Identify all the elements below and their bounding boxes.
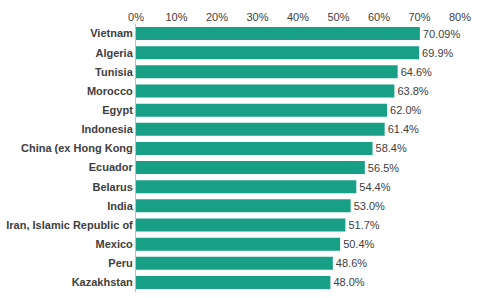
svg-text:63.8%: 63.8% [397,85,428,97]
svg-text:Tunisia: Tunisia [95,66,134,78]
svg-text:Vietnam: Vietnam [90,27,133,39]
svg-text:Belarus: Belarus [92,181,132,193]
svg-text:64.6%: 64.6% [401,66,432,78]
svg-text:Mexico: Mexico [96,238,134,250]
svg-text:80%: 80% [449,11,471,23]
svg-text:40%: 40% [287,11,309,23]
svg-text:Iran, Islamic Republic of: Iran, Islamic Republic of [6,219,133,231]
svg-text:69.9%: 69.9% [422,47,453,59]
svg-text:Kazakhstan: Kazakhstan [72,276,133,288]
svg-text:60%: 60% [368,11,390,23]
svg-text:62.0%: 62.0% [390,104,421,116]
svg-text:Indonesia: Indonesia [81,123,133,135]
svg-text:48.6%: 48.6% [336,257,367,269]
svg-text:70%: 70% [408,11,430,23]
svg-text:51.7%: 51.7% [348,219,379,231]
svg-text:20%: 20% [206,11,228,23]
svg-text:Egypt: Egypt [102,104,133,116]
svg-text:58.4%: 58.4% [376,142,407,154]
svg-text:Morocco: Morocco [87,85,133,97]
svg-text:10%: 10% [165,11,187,23]
svg-text:China (ex Hong Kong: China (ex Hong Kong [21,142,133,154]
svg-text:30%: 30% [246,11,268,23]
svg-text:61.4%: 61.4% [388,123,419,135]
svg-text:70.09%: 70.09% [423,28,461,40]
svg-text:0%: 0% [128,11,144,23]
svg-text:Ecuador: Ecuador [89,161,134,173]
svg-text:50.4%: 50.4% [343,238,374,250]
svg-text:48.0%: 48.0% [333,276,364,288]
svg-text:India: India [107,200,134,212]
svg-text:50%: 50% [327,11,349,23]
svg-text:Algeria: Algeria [96,47,134,59]
svg-text:56.5%: 56.5% [368,162,399,174]
svg-text:Peru: Peru [108,257,132,269]
svg-text:54.4%: 54.4% [359,181,390,193]
svg-text:53.0%: 53.0% [354,200,385,212]
